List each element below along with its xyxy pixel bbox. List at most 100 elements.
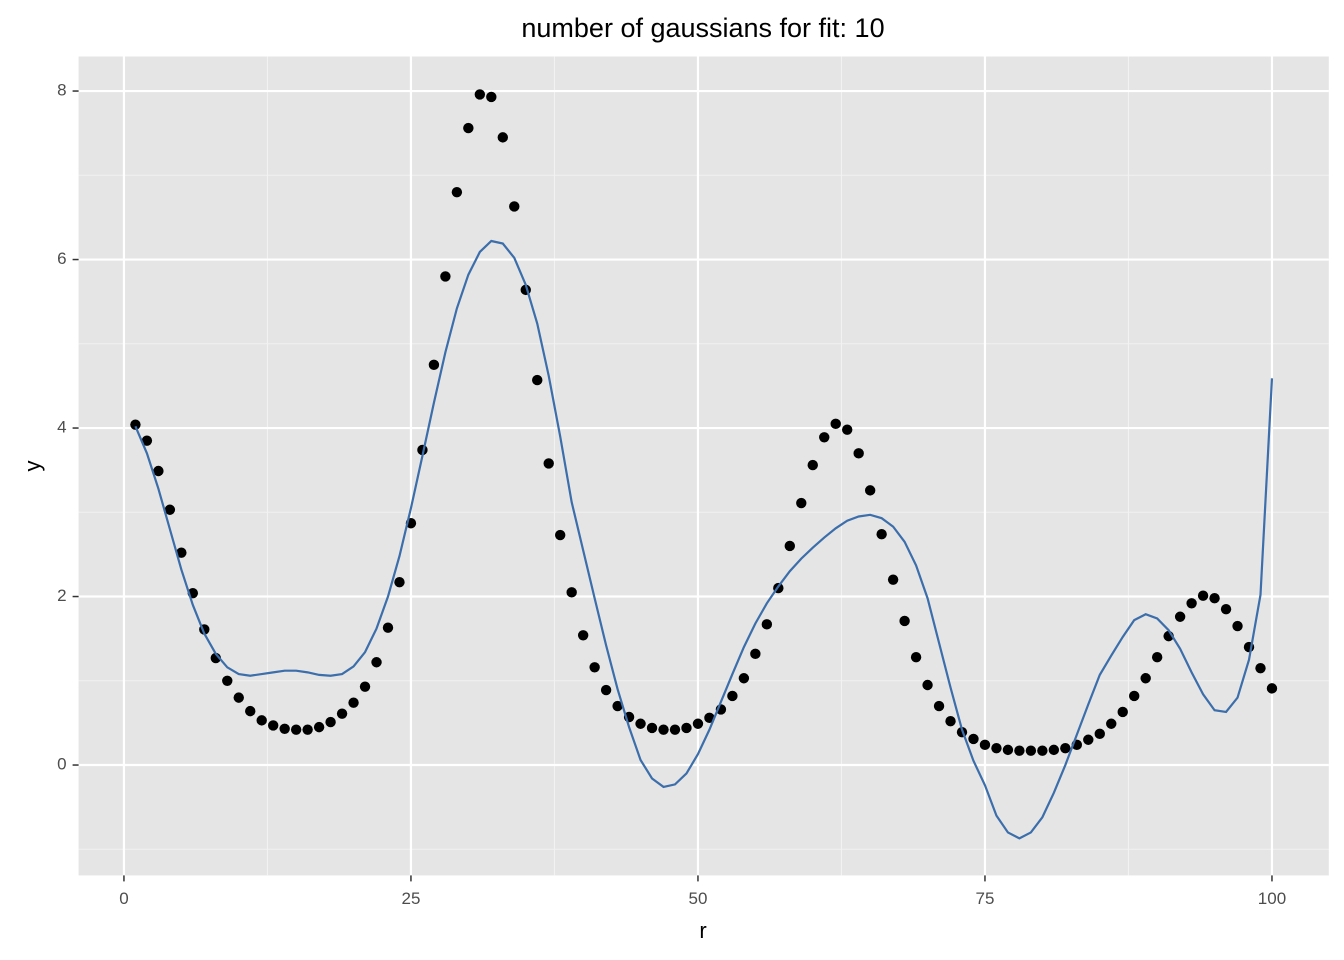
data-point [979,739,991,751]
data-point [864,485,876,496]
data-point [497,132,508,143]
data-point [761,619,773,630]
chart-title: number of gaussians for fit: 10 [521,13,884,43]
data-point [887,574,899,585]
data-point [807,459,818,471]
data-point [176,547,187,558]
data-point [830,418,841,430]
data-point [658,724,669,735]
data-point [153,465,164,477]
data-point [359,681,371,692]
data-point [1129,690,1140,702]
data-point [1014,745,1025,756]
data-point [1037,745,1048,756]
y-axis-label: y [20,461,45,472]
data-point [313,721,325,733]
data-point [784,540,796,552]
data-point [704,712,715,724]
data-point [577,630,589,641]
data-point [1197,590,1209,601]
data-point [222,675,233,686]
data-point [245,705,256,717]
data-point [164,504,176,515]
fit-line [134,239,1274,840]
data-point [1106,718,1117,729]
data-point [509,201,520,212]
data-point [692,718,704,729]
data-point [738,673,750,684]
y-tick-label: 6 [57,249,66,268]
y-tick-label: 4 [57,418,66,437]
data-point [933,700,945,712]
data-point [646,722,658,734]
data-point [842,424,853,435]
data-point [796,497,807,509]
data-point [819,432,830,443]
y-tick-label: 0 [57,755,66,774]
data-point [394,577,405,588]
data-point [451,186,463,198]
data-point [945,716,956,727]
data-point [1220,603,1232,615]
data-point [486,91,497,103]
data-point [1232,620,1243,632]
data-point [910,651,922,663]
data-point [256,715,267,726]
data-point [1025,745,1037,756]
panel [78,56,1329,876]
data-point [463,122,474,134]
data-point [612,700,623,712]
data-point [382,622,394,633]
data-point [750,648,761,660]
data-point [543,458,554,469]
x-tick-label: 100 [1258,889,1286,908]
data-point [325,716,336,728]
data-point [589,662,600,673]
data-point [474,89,486,100]
data-point [532,374,543,386]
data-point [669,724,681,735]
data-point [727,690,738,702]
data-point [428,359,440,371]
data-point [233,692,244,703]
x-tick-label: 0 [119,889,128,908]
data-point [1083,734,1094,745]
data-point [922,679,933,691]
y-tick-label: 8 [57,81,66,100]
data-point [1266,683,1278,694]
data-point [600,684,612,696]
y-tick-label: 2 [57,586,66,605]
data-point [899,615,910,627]
data-point [681,722,692,734]
data-point [290,724,302,735]
data-point [267,720,279,731]
data-point [1186,598,1197,609]
data-point [1117,706,1128,718]
data-point [1048,744,1060,756]
data-point [968,733,979,745]
data-point [1255,662,1266,674]
data-point [554,529,566,541]
data-point [348,697,359,708]
data-point [1209,593,1220,604]
data-point [1002,744,1014,756]
data-point [336,708,348,719]
data-point [991,742,1002,754]
data-point [440,271,451,282]
data-point [876,528,887,540]
x-tick-label: 25 [401,889,420,908]
data-point [1151,651,1163,663]
data-point [141,435,153,446]
data-point [1140,673,1151,684]
x-axis-label: r [699,918,706,943]
data-point [566,587,577,598]
data-point [279,723,290,735]
data-point [1094,728,1105,740]
data-point [1060,742,1071,754]
x-tick-label: 50 [688,889,707,908]
x-tick-label: 75 [976,889,995,908]
data-point [130,419,141,430]
data-point [371,657,382,668]
